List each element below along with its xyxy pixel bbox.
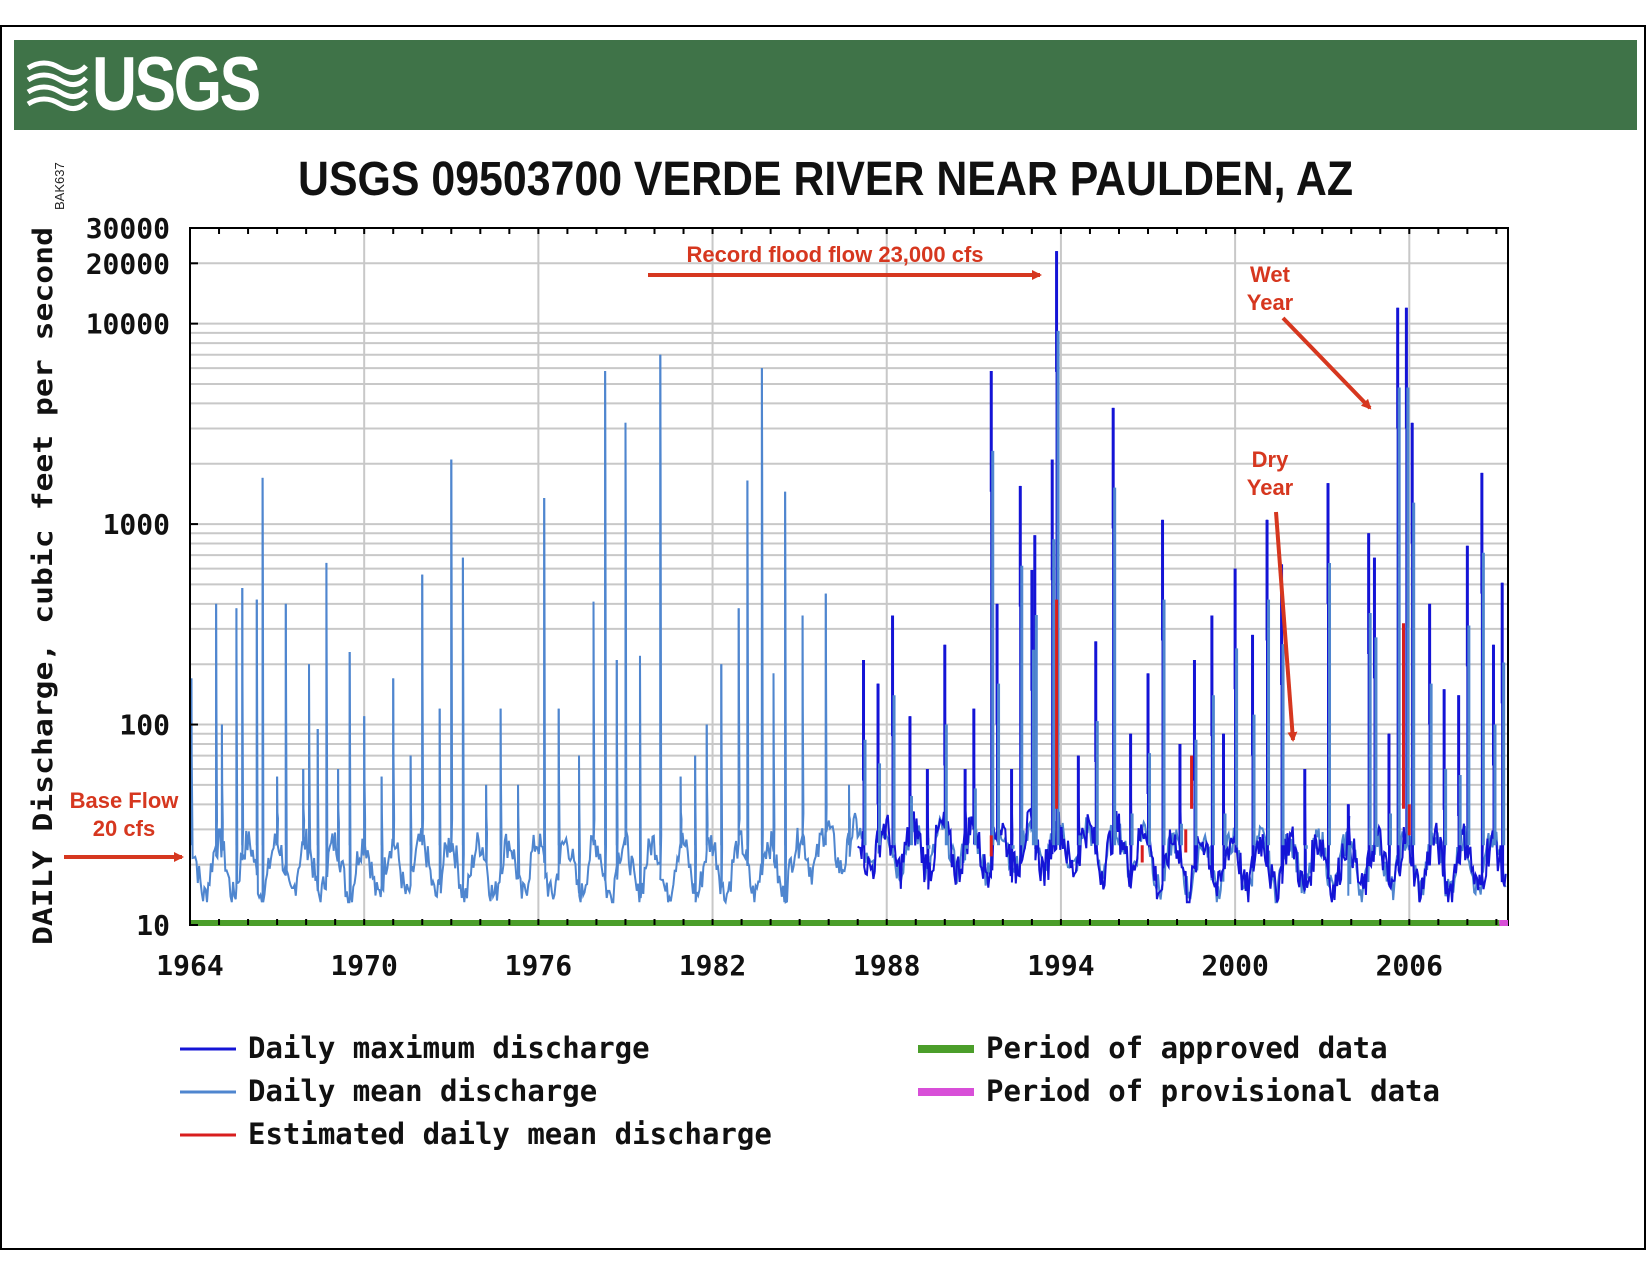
x-tick-label: 1988 bbox=[853, 949, 920, 982]
max-series bbox=[857, 251, 1507, 904]
legend-label: Period of provisional data bbox=[986, 1074, 1440, 1108]
usgs-banner bbox=[14, 40, 1637, 130]
usgs-waves-icon bbox=[26, 54, 88, 116]
x-tick-label: 2000 bbox=[1201, 949, 1268, 982]
x-tick-label: 2006 bbox=[1376, 949, 1443, 982]
chart-legend: Daily maximum discharge Daily mean discha… bbox=[180, 1031, 1440, 1151]
usgs-logo-text: USGS bbox=[92, 42, 261, 127]
annotations: Record flood flow 23,000 cfs Wet Year Dry Ye… bbox=[64, 242, 1372, 862]
x-tick-label: 1982 bbox=[679, 949, 746, 982]
mean-series bbox=[189, 342, 1507, 905]
annotation-text: 20 cfs bbox=[93, 816, 155, 841]
x-axis-ticks: 1964 1970 1976 1982 1988 1994 2000 2006 bbox=[156, 228, 1498, 982]
y-tick-label: 30000 bbox=[86, 212, 170, 245]
y-tick-label: 20000 bbox=[86, 247, 170, 280]
y-tick-label: 1000 bbox=[103, 508, 170, 541]
annotation-text: Base Flow bbox=[70, 788, 180, 813]
annotation-arrow bbox=[1274, 511, 1298, 742]
legend-label: Daily maximum discharge bbox=[248, 1031, 650, 1065]
usgs-logo: USGS bbox=[26, 42, 295, 127]
mean-series-line bbox=[189, 342, 1507, 905]
chart-title: USGS 09503700 VERDE RIVER NEAR PAULDEN, … bbox=[298, 153, 1353, 206]
annotation-text: Dry bbox=[1252, 447, 1289, 472]
legend-label: Estimated daily mean discharge bbox=[248, 1117, 772, 1151]
x-tick-label: 1970 bbox=[330, 949, 397, 982]
x-tick-label: 1994 bbox=[1027, 949, 1094, 982]
figure-frame bbox=[0, 25, 1646, 1250]
y-axis-label: DAILY Discharge, cubic feet per second bbox=[28, 227, 59, 945]
annotation-arrow bbox=[1281, 316, 1372, 410]
y-tick-label: 100 bbox=[119, 709, 170, 742]
annotation-text: Year bbox=[1247, 290, 1294, 315]
estimated-series bbox=[989, 599, 1411, 863]
x-tick-label: 1964 bbox=[156, 949, 223, 982]
legend-label: Period of approved data bbox=[986, 1031, 1388, 1065]
x-tick-label: 1976 bbox=[505, 949, 572, 982]
max-series-line bbox=[857, 251, 1507, 904]
y-tick-label: 10000 bbox=[86, 308, 170, 341]
annotation-text: Year bbox=[1247, 475, 1294, 500]
y-tick-label: 10 bbox=[136, 909, 170, 942]
legend-label: Daily mean discharge bbox=[248, 1074, 597, 1108]
annotation-text: Record flood flow 23,000 cfs bbox=[686, 242, 983, 267]
annotation-text: Wet bbox=[1250, 262, 1291, 287]
